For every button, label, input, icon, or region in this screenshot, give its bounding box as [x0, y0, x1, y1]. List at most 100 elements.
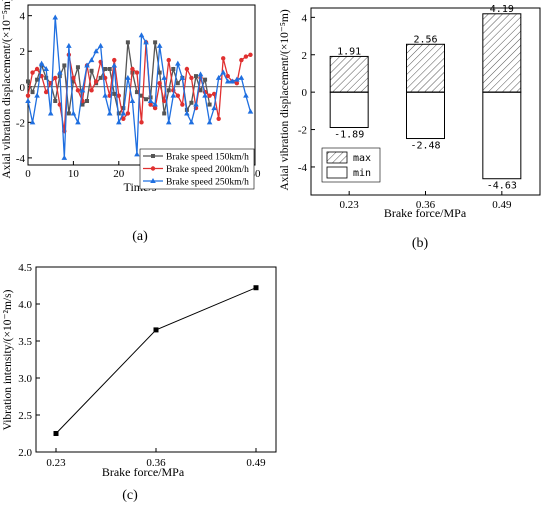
- panel-c-point: [253, 285, 259, 291]
- panel-c-ytick-label: 3.5: [18, 336, 32, 348]
- panel-a-point-200: [211, 91, 217, 97]
- panel-a-point-150: [66, 111, 71, 116]
- panel-a-point-200: [125, 111, 131, 116]
- panel-a-point-200: [43, 89, 49, 95]
- panel-a-ytick-label: -4: [16, 153, 26, 165]
- panel-a-point-200: [75, 88, 81, 93]
- panel-b-legend: max min: [321, 147, 381, 183]
- panel-a-ytick-label: 2: [20, 46, 26, 58]
- panel-a-point-250: [25, 98, 31, 103]
- panel-a-point-250: [193, 101, 199, 107]
- panel-b-bar-min: [406, 91, 445, 140]
- panel-b-ytick-label: -2: [298, 125, 307, 137]
- panel-a-point-250: [243, 92, 249, 98]
- panel-a-point-150: [193, 74, 198, 79]
- panel-a-point-150: [144, 97, 149, 102]
- panel-a-point-200: [130, 66, 135, 72]
- panel-a-point-250: [211, 105, 217, 111]
- panel-c-xtick-label: 0.49: [246, 457, 266, 469]
- panel-a-point-200: [93, 79, 99, 84]
- panel-a-point-250: [106, 110, 113, 116]
- panel-a-point-200: [175, 93, 181, 98]
- panel-c-ytick-label: 3.0: [18, 373, 32, 385]
- caption-b: (b): [412, 236, 429, 251]
- panel-b-xtick-label: 0.36: [416, 199, 436, 211]
- panel-a-point-150: [71, 79, 76, 84]
- panel-a-point-250: [70, 110, 77, 116]
- panel-b-xlabel: Brake force/MPa: [384, 206, 467, 220]
- panel-b-xtick-label: 0.23: [340, 199, 360, 211]
- panel-b-label-min: -2.48: [410, 141, 440, 152]
- panel-c-xtick-label: 0.23: [46, 457, 66, 469]
- panel-a-point-150: [85, 99, 90, 103]
- panel-a-point-200: [239, 57, 244, 63]
- panel-a-point-250: [138, 32, 145, 38]
- panel-a-point-200: [152, 105, 158, 111]
- panel-a-point-250: [184, 110, 190, 116]
- panel-a-point-250: [61, 154, 68, 160]
- panel-a-point-250: [215, 74, 222, 80]
- panel-a-point-250: [34, 92, 40, 98]
- panel-a-point-250: [47, 110, 54, 116]
- panel-b-ytick-label: 4: [302, 12, 308, 24]
- panel-a-xtick-label: 50: [250, 168, 262, 180]
- panel-a-point-150: [35, 77, 40, 82]
- panel-a-point-250: [229, 78, 236, 84]
- panel-a-point-200: [148, 102, 153, 107]
- panel-a-point-250: [134, 151, 140, 157]
- panel-c-point: [153, 327, 159, 333]
- panel-a-point-150: [171, 67, 176, 71]
- panel-a-point-150: [139, 93, 144, 98]
- panel-a-ytick-label: 0: [20, 82, 26, 94]
- panel-a-point-250: [75, 119, 81, 125]
- panel-a-point-250: [120, 110, 127, 116]
- panel-a-point-250: [175, 60, 181, 66]
- panel-a-point-150: [26, 79, 30, 84]
- panel-a-xtick-label: 10: [68, 168, 80, 180]
- panel-a-point-250: [52, 14, 59, 20]
- panel-a-point-150: [121, 106, 126, 111]
- panel-a-point-200: [25, 93, 31, 98]
- panel-a-point-150: [107, 67, 112, 71]
- caption-c: (c): [122, 488, 138, 503]
- panel-a-point-200: [162, 98, 167, 104]
- panel-a-xtick-label: 0: [25, 168, 31, 180]
- panel-a-point-250: [197, 71, 204, 77]
- panel-a-point-250: [170, 92, 177, 98]
- panel-a-ylabel: Axial vibration displacement/(×10⁻⁵m): [1, 0, 13, 179]
- panel-a-legend-marker: [151, 154, 155, 158]
- panel-a-point-250: [220, 69, 227, 75]
- panel-a-point-150: [116, 111, 121, 116]
- panel-a-point-250: [93, 48, 99, 54]
- panel-a-legend-marker: [150, 178, 156, 183]
- panel-a-point-200: [166, 57, 171, 63]
- legend-min-swatch: [326, 166, 348, 179]
- panel-a-point-250: [247, 108, 254, 114]
- panel-a-point-250: [84, 62, 90, 68]
- panel-b-label-max: 1.91: [337, 46, 361, 57]
- panel-a-point-150: [75, 65, 80, 70]
- panel-c-ytick-label: 4.5: [18, 262, 32, 274]
- panel-a-point-250: [161, 74, 167, 80]
- panel-a-point-250: [234, 76, 240, 82]
- panel-a-point-200: [184, 66, 190, 72]
- panel-a-point-200: [89, 88, 94, 93]
- panel-a-point-250: [165, 119, 172, 125]
- panel-a-point-250: [111, 62, 118, 68]
- panel-a-point-150: [198, 88, 203, 93]
- panel-a-point-150: [98, 75, 103, 80]
- panel-a-point-200: [139, 120, 144, 125]
- panel-a-point-150: [112, 91, 117, 96]
- panel-a-point-200: [243, 54, 249, 59]
- panel-a-point-200: [189, 75, 194, 81]
- panel-a-point-250: [202, 92, 208, 98]
- panel-c: 2.0 2.5 3.0 3.5 4.0 4.5 0.23 0.36 0.49 Brake fo…: [2, 262, 277, 503]
- panel-a-point-200: [216, 116, 221, 121]
- panel-b-ytick-label: 0: [302, 87, 308, 99]
- panel-a-point-250: [179, 74, 186, 80]
- panel-a-point-150: [30, 90, 35, 95]
- panel-a-point-150: [53, 99, 58, 103]
- panel-a-point-200: [134, 70, 140, 75]
